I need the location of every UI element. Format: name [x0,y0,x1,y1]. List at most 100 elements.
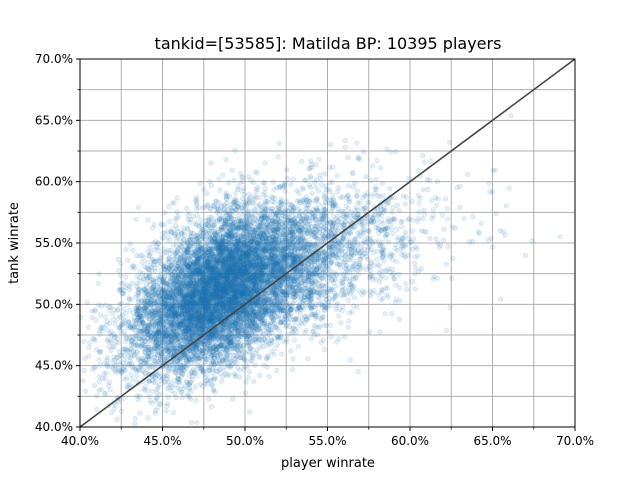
data-point [289,224,295,230]
data-point [171,309,177,315]
data-point [196,297,202,303]
data-point [346,183,352,189]
data-point [160,292,166,299]
data-point [303,327,309,333]
data-point [264,247,271,253]
data-point [309,190,315,196]
data-point [194,323,200,329]
data-point [224,285,230,291]
data-point [223,279,229,286]
data-point [217,294,223,301]
data-point [224,200,230,206]
data-point [156,343,162,350]
data-point [208,266,214,273]
data-point [251,315,257,321]
data-point [201,326,207,332]
data-point [488,235,494,241]
data-point [158,282,164,288]
data-point [228,280,234,286]
data-point [218,217,225,223]
data-point [171,313,178,320]
data-point [134,373,140,379]
data-point [255,245,261,252]
data-point [223,299,229,305]
data-point [390,230,396,237]
data-point [219,378,225,384]
data-point [204,318,210,324]
data-point [333,283,340,289]
data-point [268,327,274,333]
data-point [216,315,222,321]
data-point [445,243,451,249]
data-point [176,271,182,278]
data-point [225,301,231,307]
data-point [287,218,293,224]
data-point [124,301,130,308]
data-point [173,222,179,228]
data-point [235,277,241,283]
data-point [242,211,248,217]
data-point [238,265,244,271]
data-point [197,310,203,316]
data-point [490,167,496,173]
data-point [461,215,467,222]
data-point [201,286,207,292]
data-point [160,230,166,236]
data-point [445,216,451,222]
data-point [338,194,344,201]
data-point [280,259,287,266]
data-point [285,176,291,182]
data-point [204,307,210,314]
data-point [290,176,296,182]
data-point [325,266,332,273]
data-point [191,240,197,246]
data-point [84,300,90,306]
data-point [117,272,124,279]
data-point [402,201,408,207]
data-point [188,419,195,426]
data-point [166,288,172,294]
data-point [441,226,447,232]
data-point [194,213,201,219]
data-point [216,260,222,266]
data-point [194,254,200,260]
data-point [222,363,228,369]
data-point [133,216,139,222]
data-point [278,266,285,272]
data-point [361,290,368,296]
data-point [427,235,433,241]
data-point [421,159,427,165]
data-point [165,394,171,400]
chart-title: tankid=[53585]: Matilda BP: 10395 player… [155,34,502,53]
data-point [118,280,124,287]
data-point [196,355,202,361]
data-point [258,256,264,262]
data-point [175,233,181,239]
data-point [149,388,155,394]
data-point [241,278,247,284]
data-point [206,298,212,304]
data-point [248,250,254,256]
data-point [190,293,196,299]
data-point [293,232,300,238]
data-point [447,139,453,146]
data-point [219,314,225,321]
data-point [188,297,194,303]
data-point [238,270,244,276]
data-point [237,274,243,280]
data-point [374,158,380,164]
data-point [307,182,313,188]
data-point [253,263,259,270]
data-point [211,388,217,394]
data-point [449,275,455,282]
data-point [179,333,185,340]
data-point [273,291,279,298]
data-point [328,334,334,340]
data-point [195,282,201,288]
data-point [374,248,380,254]
data-point [430,206,436,213]
data-point [270,179,276,185]
data-point [275,154,281,160]
data-point [319,182,325,188]
data-point [119,290,125,297]
